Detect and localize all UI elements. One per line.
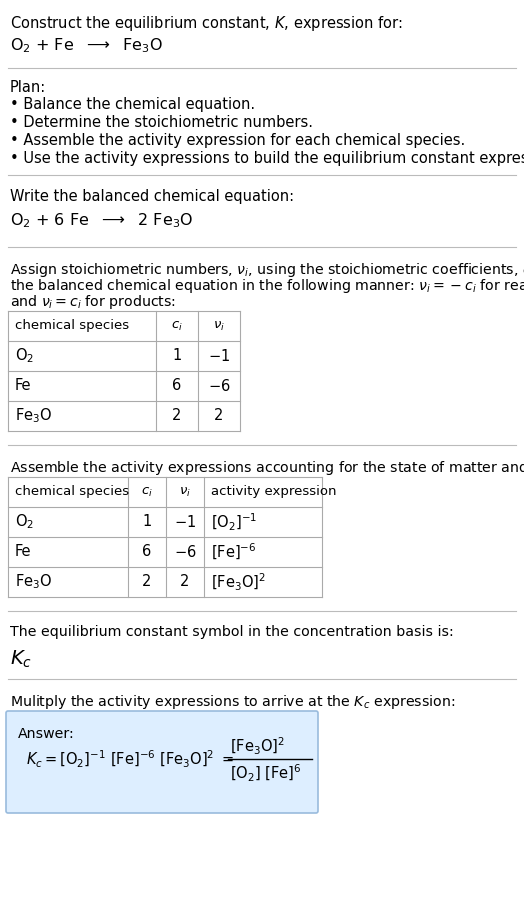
Text: $\mathrm{O_2}$: $\mathrm{O_2}$	[15, 512, 34, 531]
Text: $\mathrm{O_2}$: $\mathrm{O_2}$	[15, 347, 34, 365]
Text: Write the balanced chemical equation:: Write the balanced chemical equation:	[10, 189, 294, 204]
Text: and $\nu_i = c_i$ for products:: and $\nu_i = c_i$ for products:	[10, 293, 176, 311]
Text: $c_i$: $c_i$	[171, 319, 183, 333]
Text: $[\mathrm{O_2}]\ [\mathrm{Fe}]^6$: $[\mathrm{O_2}]\ [\mathrm{Fe}]^6$	[230, 762, 302, 784]
Text: $[\mathrm{O_2}]^{-1}$: $[\mathrm{O_2}]^{-1}$	[211, 512, 257, 532]
Text: Construct the equilibrium constant, $\mathit{K}$, expression for:: Construct the equilibrium constant, $\ma…	[10, 14, 402, 33]
Text: $\mathrm{Fe_3O}$: $\mathrm{Fe_3O}$	[15, 406, 52, 425]
Text: $\nu_i$: $\nu_i$	[179, 485, 191, 499]
Text: • Assemble the activity expression for each chemical species.: • Assemble the activity expression for e…	[10, 133, 465, 148]
Text: $\mathrm{O_2}$ + Fe  $\longrightarrow$  $\mathrm{Fe_3O}$: $\mathrm{O_2}$ + Fe $\longrightarrow$ $\…	[10, 36, 163, 55]
Text: 2: 2	[172, 408, 182, 423]
Text: • Use the activity expressions to build the equilibrium constant expression.: • Use the activity expressions to build …	[10, 151, 524, 166]
Text: 2: 2	[180, 574, 190, 590]
Text: 1: 1	[143, 514, 151, 530]
Text: Answer:: Answer:	[18, 727, 75, 741]
Text: $\mathrm{Fe_3O}$: $\mathrm{Fe_3O}$	[15, 573, 52, 592]
Text: $[\mathrm{Fe_3O}]^2$: $[\mathrm{Fe_3O}]^2$	[230, 735, 285, 757]
Text: 6: 6	[143, 545, 151, 559]
Text: the balanced chemical equation in the following manner: $\nu_i = -c_i$ for react: the balanced chemical equation in the fo…	[10, 277, 524, 295]
Text: $c_i$: $c_i$	[141, 485, 153, 499]
Text: The equilibrium constant symbol in the concentration basis is:: The equilibrium constant symbol in the c…	[10, 625, 454, 639]
Text: $[\mathrm{Fe_3O}]^2$: $[\mathrm{Fe_3O}]^2$	[211, 572, 266, 592]
FancyBboxPatch shape	[6, 711, 318, 813]
Text: chemical species: chemical species	[15, 319, 129, 333]
Text: $-1$: $-1$	[174, 514, 196, 530]
Text: $\nu_i$: $\nu_i$	[213, 319, 225, 333]
Text: • Determine the stoichiometric numbers.: • Determine the stoichiometric numbers.	[10, 115, 313, 130]
Text: $[\mathrm{Fe}]^{-6}$: $[\mathrm{Fe}]^{-6}$	[211, 542, 256, 562]
Text: • Balance the chemical equation.: • Balance the chemical equation.	[10, 97, 255, 112]
Text: $-6$: $-6$	[208, 378, 231, 394]
Text: Plan:: Plan:	[10, 80, 46, 95]
Text: 2: 2	[214, 408, 224, 423]
Text: $-6$: $-6$	[173, 544, 196, 560]
Text: Mulitply the activity expressions to arrive at the $K_c$ expression:: Mulitply the activity expressions to arr…	[10, 693, 455, 711]
Text: $\mathrm{O_2}$ + 6 Fe  $\longrightarrow$  2 $\mathrm{Fe_3O}$: $\mathrm{O_2}$ + 6 Fe $\longrightarrow$ …	[10, 211, 193, 230]
Text: 2: 2	[143, 574, 151, 590]
Text: $\mathit{K}_c$: $\mathit{K}_c$	[10, 649, 32, 671]
Text: $-1$: $-1$	[208, 348, 230, 364]
Text: 1: 1	[172, 349, 182, 363]
Text: Fe: Fe	[15, 378, 31, 394]
Text: Assemble the activity expressions accounting for the state of matter and $\nu_i$: Assemble the activity expressions accoun…	[10, 459, 524, 477]
Text: chemical species: chemical species	[15, 485, 129, 499]
Text: Assign stoichiometric numbers, $\nu_i$, using the stoichiometric coefficients, $: Assign stoichiometric numbers, $\nu_i$, …	[10, 261, 524, 279]
Text: $\mathit{K}_c = [\mathrm{O_2}]^{-1}\ [\mathrm{Fe}]^{-6}\ [\mathrm{Fe_3O}]^2\ =\ : $\mathit{K}_c = [\mathrm{O_2}]^{-1}\ [\m…	[26, 749, 234, 770]
Text: Fe: Fe	[15, 545, 31, 559]
Text: activity expression: activity expression	[211, 485, 336, 499]
Text: 6: 6	[172, 378, 182, 394]
